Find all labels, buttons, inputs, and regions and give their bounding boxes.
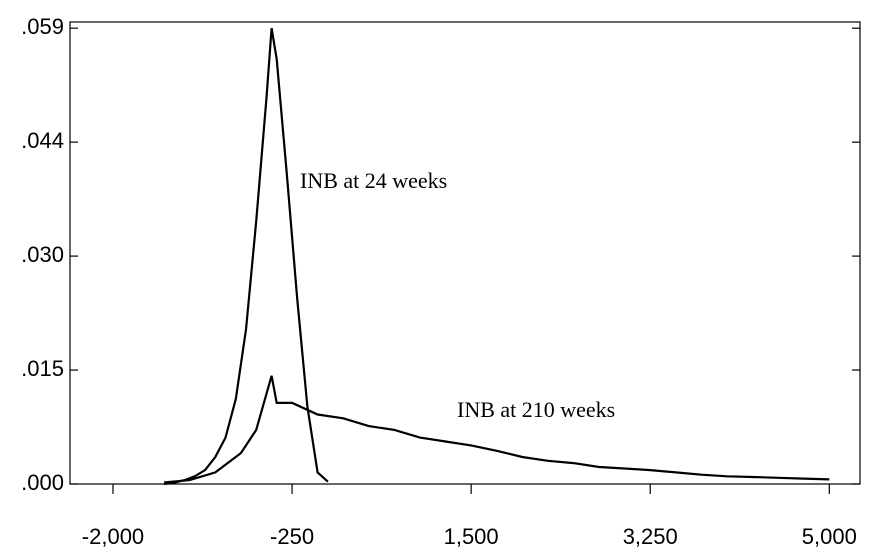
y-tick-label: .030	[21, 242, 64, 267]
x-tick-label: -250	[270, 524, 314, 549]
series-label: INB at 24 weeks	[300, 168, 447, 193]
y-tick-label: .044	[21, 128, 64, 153]
plot-frame	[69, 21, 861, 485]
y-tick-label: .000	[21, 470, 64, 495]
x-tick-label: 5,000	[802, 524, 857, 549]
y-tick-label: .015	[21, 356, 64, 381]
series-line	[163, 375, 830, 484]
y-tick-label: .059	[21, 14, 64, 39]
x-tick-label: 1,500	[444, 524, 499, 549]
x-tick-label: 3,250	[623, 524, 678, 549]
series-label: INB at 210 weeks	[457, 397, 615, 422]
series-line	[163, 28, 329, 486]
x-tick-label: -2,000	[82, 524, 144, 549]
